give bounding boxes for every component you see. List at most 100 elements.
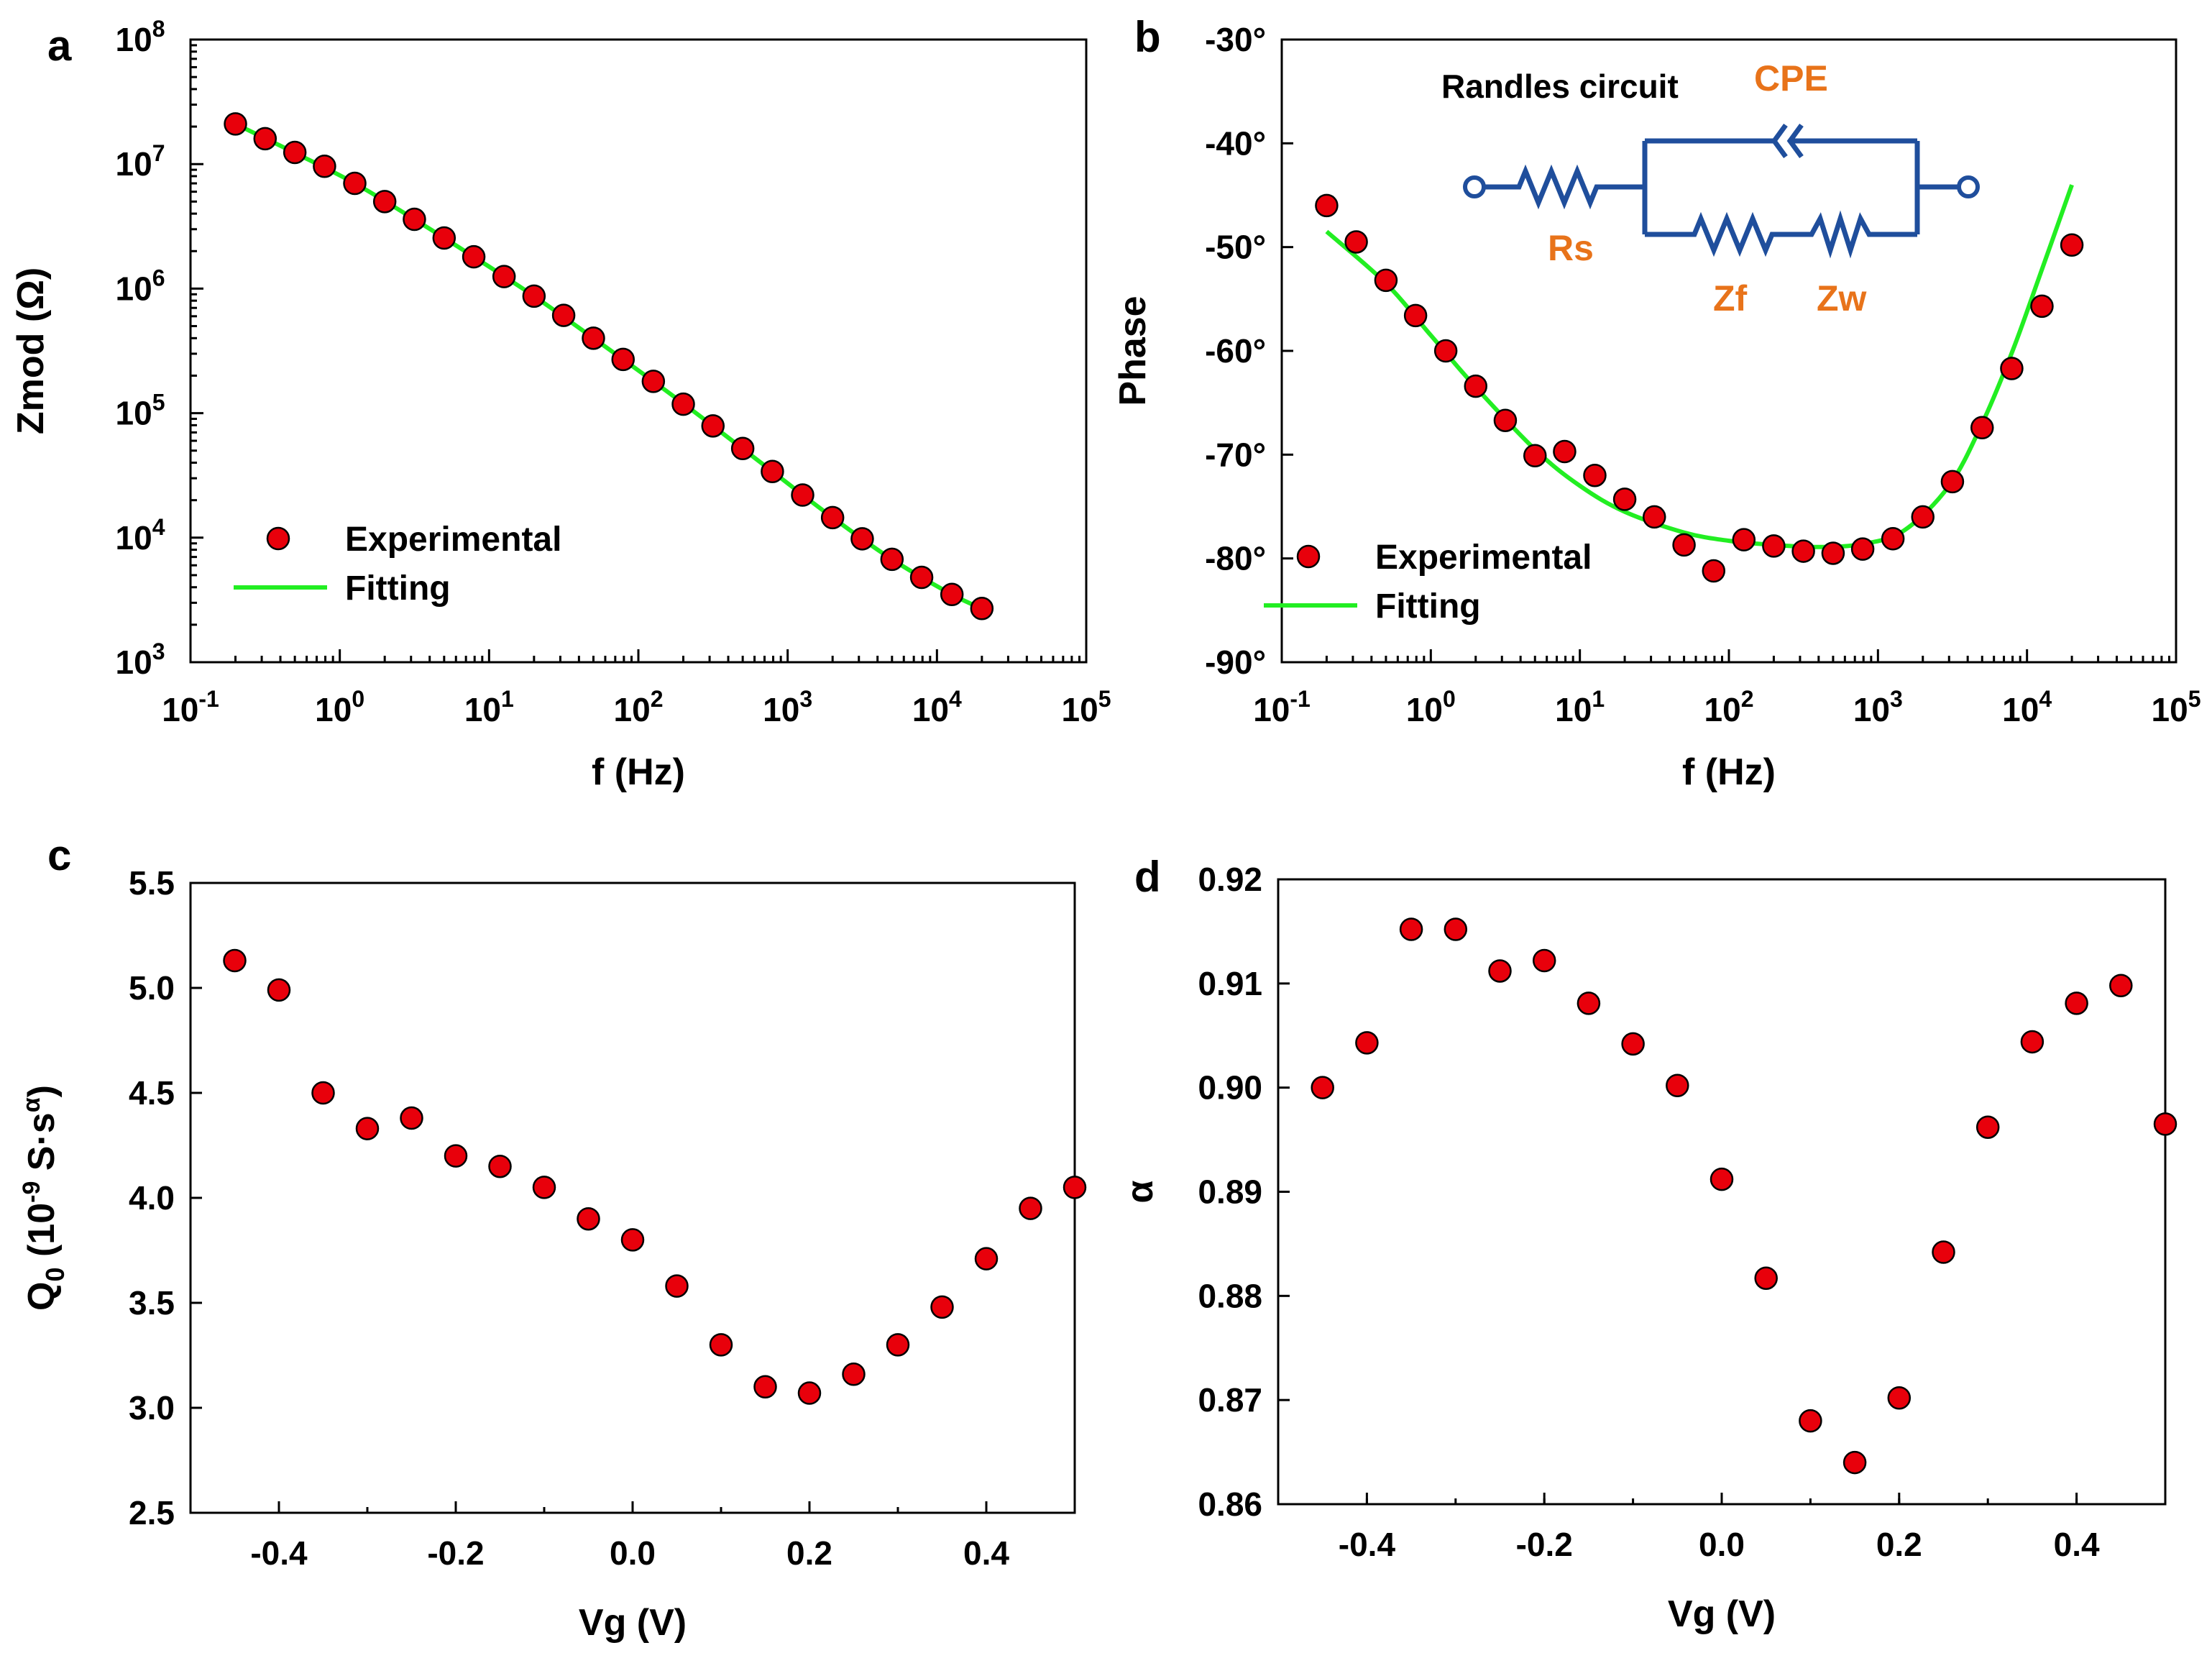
x-tick-label: -0.2 [1516,1526,1573,1563]
y-tick-label: 5.5 [129,864,175,902]
x-tick-label: -0.4 [250,1534,308,1572]
data-point [1850,537,1875,561]
x-tick-label: 0.0 [1699,1526,1745,1563]
x-axis-label: f (Hz) [1682,751,1776,793]
data-point [2065,992,2088,1015]
chart-panel-a: 10-1 100 101 102 103 104 105 103 104 105 106 107 108… [10,16,1111,793]
data-point [1315,193,1339,218]
label-zw: Zw [1817,278,1867,319]
data-point [1493,408,1518,432]
y-tick-label: 0.91 [1198,965,1262,1002]
data-point [1762,534,1786,558]
legend-marker-experimental [1296,544,1321,569]
data-point [1887,1386,1912,1410]
data-point [1621,1032,1645,1056]
label-zf: Zf [1713,278,1748,319]
x-axis-label: f (Hz) [592,751,685,793]
y-tick-label: 108 [116,16,165,58]
data-point [2060,233,2084,257]
terminal-right [1957,175,1980,198]
data-point [886,1333,910,1357]
data-point [1577,992,1601,1015]
panel-label-c: c [47,831,71,879]
legend-label-experimental: Experimental [345,521,561,559]
data-point [1702,559,1726,583]
data-point [311,1081,335,1105]
x-tick-label: 100 [1406,686,1456,728]
data-point [1553,439,1577,464]
data-point [791,483,814,507]
data-point [1821,541,1845,565]
data-point [283,140,307,165]
data-point [1970,416,1994,440]
x-tick-label: 100 [315,686,364,728]
data-point [1881,526,1905,551]
data-point [1583,463,1607,487]
data-point [880,547,904,572]
data-point [761,459,784,483]
data-point [842,1363,866,1386]
y-axis-label: α [1119,1180,1161,1203]
data-point [1444,917,1468,941]
chart-panel-d: -0.4 -0.2 0.0 0.2 0.4 0.86 0.87 0.88 0.89 0.90 0.9… [1119,861,2177,1635]
data-point [797,1381,822,1405]
data-point [930,1295,954,1319]
x-tick-label: 0.2 [786,1534,832,1572]
legend-marker-experimental [266,526,290,551]
y-tick-label: 107 [116,140,165,183]
data-point [1799,1409,1822,1433]
data-point [1523,444,1547,468]
x-tick-label: 103 [763,686,812,728]
data-point [1355,1031,1379,1055]
data-point [403,207,426,232]
y-axis-label: Phase [1112,296,1154,406]
data-point [1975,1115,2000,1139]
y-tick-label: 0.89 [1198,1173,1262,1211]
data-point [620,1228,645,1252]
x-tick-label: 103 [1853,686,1903,728]
x-tick-label: 104 [2002,686,2052,728]
data-point [1911,505,1935,529]
plot-frame [1277,878,2167,1506]
y-tick-label: -80° [1205,540,1266,577]
data-point [1374,268,1398,293]
label-cpe: CPE [1754,58,1828,99]
data-point [753,1375,777,1399]
y-tick-label: -60° [1205,332,1266,370]
data-point [343,171,367,196]
data-point [1063,1176,1087,1199]
data-point [2030,294,2054,319]
y-tick-label: 0.86 [1198,1485,1262,1523]
x-axis-label: Vg (V) [1668,1593,1776,1635]
x-tick-label: 105 [2152,686,2201,728]
data-point [1019,1196,1042,1220]
randles-circuit-inset: Randles circuit CPE Rs Zf Zw [1441,58,1980,319]
y-tick-label: -30° [1205,21,1266,58]
data-point [582,326,605,350]
legend-label-experimental: Experimental [1375,539,1592,577]
data-point [253,127,277,151]
data-point [970,597,994,621]
y-tick-label: -90° [1205,644,1266,681]
y-tick-label: -70° [1205,436,1266,473]
data-point [671,392,695,416]
y-tick-label: 5.0 [129,969,175,1007]
y-tick-label: 2.5 [129,1494,175,1531]
data-point [1399,917,1423,941]
data-point [665,1274,689,1298]
panel-label-d: d [1134,853,1161,901]
x-tick-label: 0.0 [610,1534,656,1572]
y-tick-label: 3.5 [129,1284,175,1322]
y-tick-label: 4.5 [129,1074,175,1112]
data-point [1643,505,1666,529]
data-point [709,1333,733,1357]
x-tick-label: 0.2 [1876,1526,1922,1563]
legend-label-fitting: Fitting [1375,587,1481,626]
data-point [730,436,755,461]
x-tick-label: -0.4 [1339,1526,1396,1563]
data-point [1666,1073,1689,1098]
fitting-line [1325,184,2074,549]
data-point [1842,1450,1867,1475]
data-point [372,190,397,214]
